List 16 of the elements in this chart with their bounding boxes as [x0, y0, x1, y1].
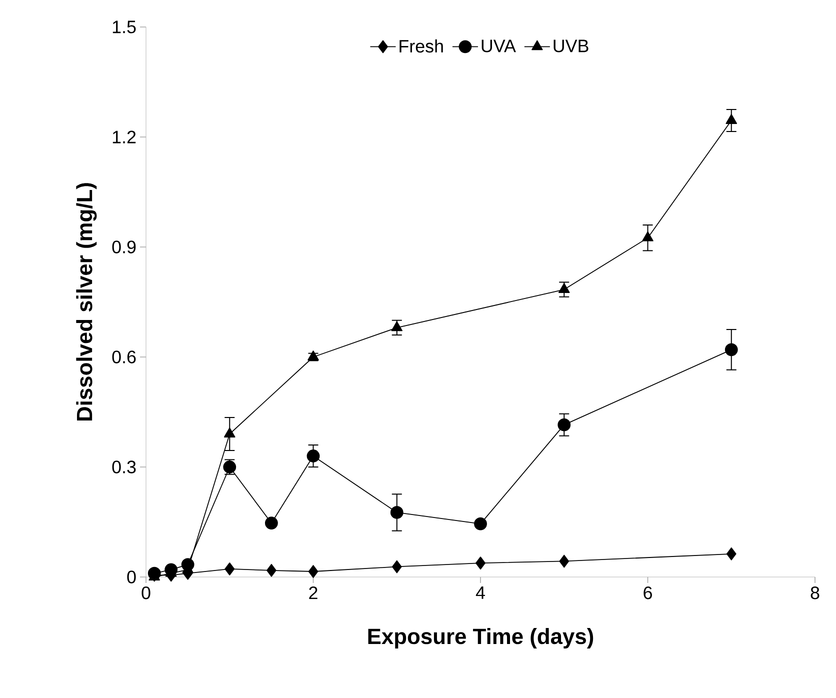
- x-tick-label: 8: [810, 586, 820, 600]
- x-tick-label: 2: [309, 586, 318, 600]
- x-tick-label: 6: [644, 586, 652, 600]
- y-tick-label: 0.9: [112, 240, 136, 254]
- y-tick-label: 1.2: [112, 130, 136, 144]
- legend-label: UVB: [554, 40, 588, 52]
- y-tick-label: 1.5: [112, 20, 136, 34]
- legend-label: Fresh: [400, 39, 443, 53]
- y-tick-label: 0.3: [112, 460, 136, 474]
- x-tick-label: 4: [476, 586, 485, 599]
- y-tick-label: 0: [127, 570, 136, 584]
- y-axis-title: Dissolved silver (mg/L): [76, 183, 97, 421]
- x-axis-title: Exposure Time (days): [368, 628, 594, 648]
- y-tick-label: 0.6: [112, 350, 136, 364]
- legend-label: UVA: [482, 40, 516, 52]
- x-tick-label: 0: [142, 586, 150, 600]
